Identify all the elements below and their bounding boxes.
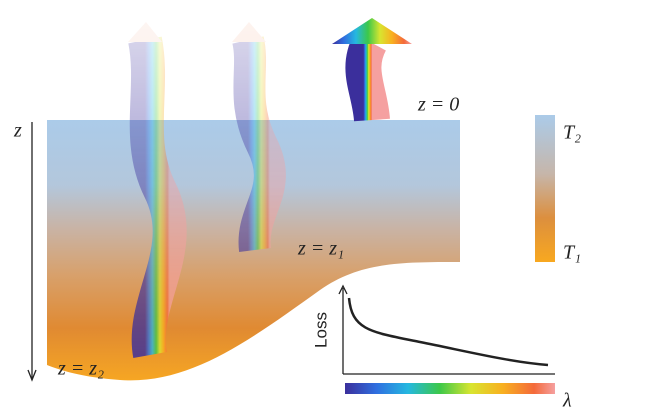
surface-ray — [332, 18, 412, 122]
surface-label: z = 0 — [417, 94, 459, 116]
middle-ray — [232, 22, 286, 252]
depth-label: z — [13, 120, 22, 142]
colorbar-bottom-label: T₁ — [563, 242, 581, 264]
inset-y-arrowhead — [338, 284, 348, 295]
colorbar — [535, 115, 555, 262]
inset-y-label: Loss — [311, 312, 330, 348]
deep-ray — [128, 22, 187, 359]
level2-label: z = z₂ — [57, 358, 104, 380]
inset-x-label: λ — [562, 390, 572, 412]
colorbar-top-label: T₂ — [563, 122, 581, 144]
level1-label: z = z₁ — [297, 238, 344, 260]
loss-curve — [347, 297, 549, 367]
spectrum-bar — [345, 383, 555, 394]
depth-arrowhead — [27, 369, 37, 382]
